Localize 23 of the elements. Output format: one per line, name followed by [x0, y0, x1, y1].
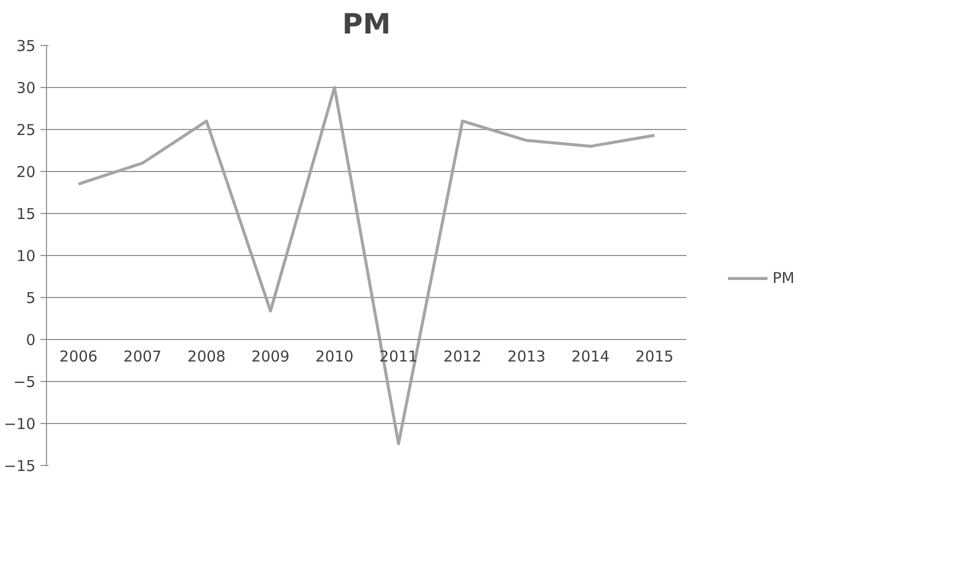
- x-tick-label: 2012: [443, 348, 482, 366]
- x-tick-label: 2014: [571, 348, 610, 366]
- x-tick-label: 2006: [59, 348, 98, 366]
- chart-title: PM: [342, 8, 391, 40]
- x-tick-label: 2009: [251, 348, 290, 366]
- y-tick-label: 30: [16, 79, 36, 97]
- x-tick-label: 2008: [187, 348, 226, 366]
- legend-label: PM: [772, 268, 794, 286]
- x-tick-label: 2011: [379, 348, 418, 366]
- x-tick-label: 2010: [315, 348, 354, 366]
- y-tick-label: −10: [4, 415, 36, 433]
- y-tick-label: 25: [16, 121, 36, 139]
- y-tick-label: 0: [26, 331, 36, 349]
- y-tick-label: 10: [16, 247, 36, 265]
- y-tick-label: 20: [16, 163, 36, 181]
- y-tick-label: 15: [16, 205, 36, 223]
- y-tick-label: 35: [16, 37, 36, 55]
- y-tick-label: 5: [26, 289, 36, 307]
- x-tick-label: 2007: [123, 348, 162, 366]
- x-tick-label: 2013: [507, 348, 546, 366]
- x-tick-label: 2015: [635, 348, 674, 366]
- y-tick-label: −15: [4, 457, 36, 475]
- y-tick-label: −5: [13, 373, 36, 391]
